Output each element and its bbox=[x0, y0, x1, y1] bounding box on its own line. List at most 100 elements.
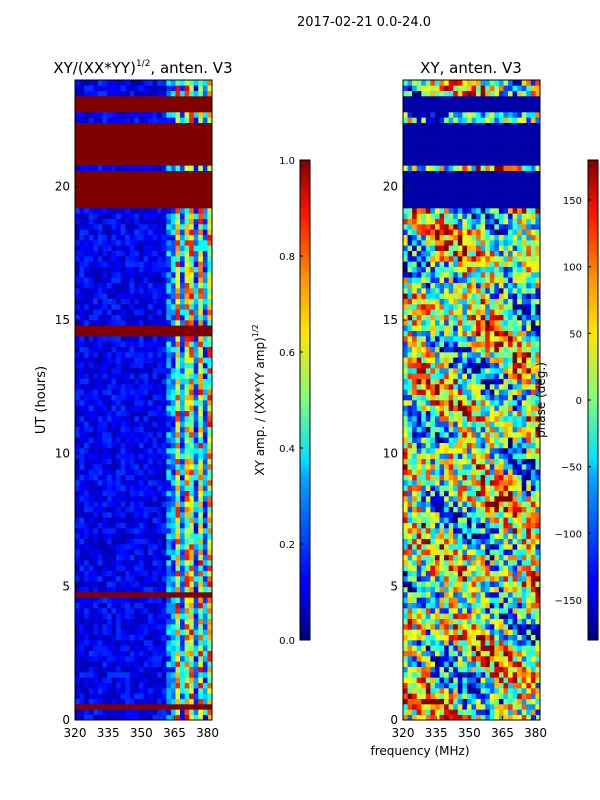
heatmap-cell bbox=[202, 229, 208, 235]
heatmap-cell bbox=[407, 560, 413, 566]
heatmap-cell bbox=[462, 666, 468, 673]
heatmap-cell bbox=[120, 698, 126, 705]
heatmap-cell bbox=[412, 698, 417, 705]
heatmap-cell bbox=[517, 661, 523, 667]
heatmap-cell bbox=[412, 645, 417, 651]
heatmap-cell bbox=[175, 586, 181, 593]
heatmap-cell bbox=[439, 624, 445, 630]
heatmap-cell bbox=[170, 320, 176, 326]
heatmap-cell bbox=[138, 325, 144, 331]
heatmap-cell bbox=[84, 714, 89, 720]
heatmap-cell bbox=[480, 629, 486, 635]
heatmap-cell bbox=[180, 490, 185, 497]
heatmap-cell bbox=[207, 416, 212, 422]
heatmap-cell bbox=[448, 560, 454, 566]
heatmap-cell bbox=[125, 176, 131, 182]
heatmap-cell bbox=[457, 501, 463, 507]
heatmap-cell bbox=[184, 464, 190, 470]
heatmap-cell bbox=[521, 586, 527, 593]
heatmap-cell bbox=[508, 645, 513, 651]
heatmap-cell bbox=[152, 336, 158, 342]
heatmap-cell bbox=[530, 501, 536, 507]
heatmap-cell bbox=[129, 656, 135, 662]
heatmap-cell bbox=[111, 144, 117, 150]
heatmap-cell bbox=[198, 256, 204, 262]
heatmap-cell bbox=[462, 549, 468, 555]
heatmap-cell bbox=[106, 101, 112, 107]
heatmap-cell bbox=[125, 597, 131, 603]
heatmap-cell bbox=[120, 560, 126, 566]
heatmap-cell bbox=[526, 709, 532, 715]
heatmap-cell bbox=[198, 554, 204, 561]
heatmap-cell bbox=[125, 288, 131, 294]
heatmap-cell bbox=[138, 661, 144, 667]
heatmap-cell bbox=[88, 469, 94, 475]
heatmap-cell bbox=[125, 528, 131, 534]
heatmap-cell bbox=[152, 133, 158, 139]
heatmap-cell bbox=[102, 352, 108, 358]
heatmap-cell bbox=[535, 650, 540, 657]
heatmap-cell bbox=[134, 528, 140, 534]
heatmap-cell bbox=[198, 128, 204, 134]
heatmap-cell bbox=[198, 90, 204, 97]
heatmap-cell bbox=[93, 250, 99, 257]
heatmap-cell bbox=[517, 554, 523, 561]
heatmap-cell bbox=[439, 640, 445, 646]
heatmap-cell bbox=[535, 570, 540, 577]
heatmap-cell bbox=[462, 538, 468, 545]
heatmap-cell bbox=[84, 373, 89, 379]
heatmap-cell bbox=[120, 261, 126, 267]
heatmap-cell bbox=[180, 138, 185, 145]
heatmap-cell bbox=[170, 421, 176, 427]
heatmap-cell bbox=[125, 373, 131, 379]
heatmap-cell bbox=[180, 426, 185, 433]
heatmap-cell bbox=[170, 581, 176, 587]
heatmap-cell bbox=[180, 469, 185, 475]
heatmap-cell bbox=[207, 709, 212, 715]
heatmap-cell bbox=[462, 565, 468, 571]
heatmap-cell bbox=[193, 592, 199, 598]
heatmap-cell bbox=[166, 586, 172, 593]
heatmap-cell bbox=[152, 293, 158, 299]
heatmap-cell bbox=[161, 133, 167, 139]
heatmap-cell bbox=[143, 560, 149, 566]
heatmap-cell bbox=[148, 122, 153, 129]
heatmap-cell bbox=[166, 309, 172, 315]
heatmap-cell bbox=[84, 330, 89, 337]
heatmap-cell bbox=[106, 197, 112, 203]
heatmap-cell bbox=[152, 581, 158, 587]
heatmap-cell bbox=[485, 490, 491, 497]
heatmap-cell bbox=[102, 528, 108, 534]
heatmap-cell bbox=[207, 666, 212, 673]
heatmap-cell bbox=[106, 453, 112, 459]
heatmap-cell bbox=[116, 176, 121, 182]
heatmap-cell bbox=[170, 661, 176, 667]
heatmap-cell bbox=[189, 298, 195, 305]
heatmap-cell bbox=[193, 293, 199, 299]
heatmap-cell bbox=[202, 277, 208, 283]
heatmap-cell bbox=[494, 672, 500, 678]
heatmap-cell bbox=[434, 480, 440, 486]
heatmap-cell bbox=[152, 250, 158, 257]
heatmap-cell bbox=[116, 581, 121, 587]
heatmap-cell bbox=[198, 277, 204, 283]
heatmap-cell bbox=[157, 608, 163, 614]
heatmap-cell bbox=[84, 197, 89, 203]
heatmap-cell bbox=[166, 170, 172, 177]
heatmap-cell bbox=[198, 176, 204, 182]
heatmap-cell bbox=[148, 245, 153, 251]
heatmap-cell bbox=[111, 581, 117, 587]
heatmap-cell bbox=[106, 544, 112, 550]
heatmap-cell bbox=[471, 698, 477, 705]
heatmap-cell bbox=[184, 656, 190, 662]
heatmap-cell bbox=[193, 560, 199, 566]
heatmap-cell bbox=[180, 96, 185, 102]
heatmap-cell bbox=[111, 330, 117, 337]
heatmap-cell bbox=[425, 480, 431, 486]
heatmap-cell bbox=[421, 645, 427, 651]
heatmap-cell bbox=[102, 325, 108, 331]
heatmap-cell bbox=[138, 592, 144, 598]
heatmap-cell bbox=[476, 709, 481, 715]
heatmap-cell bbox=[189, 186, 195, 193]
heatmap-cell bbox=[184, 688, 190, 694]
